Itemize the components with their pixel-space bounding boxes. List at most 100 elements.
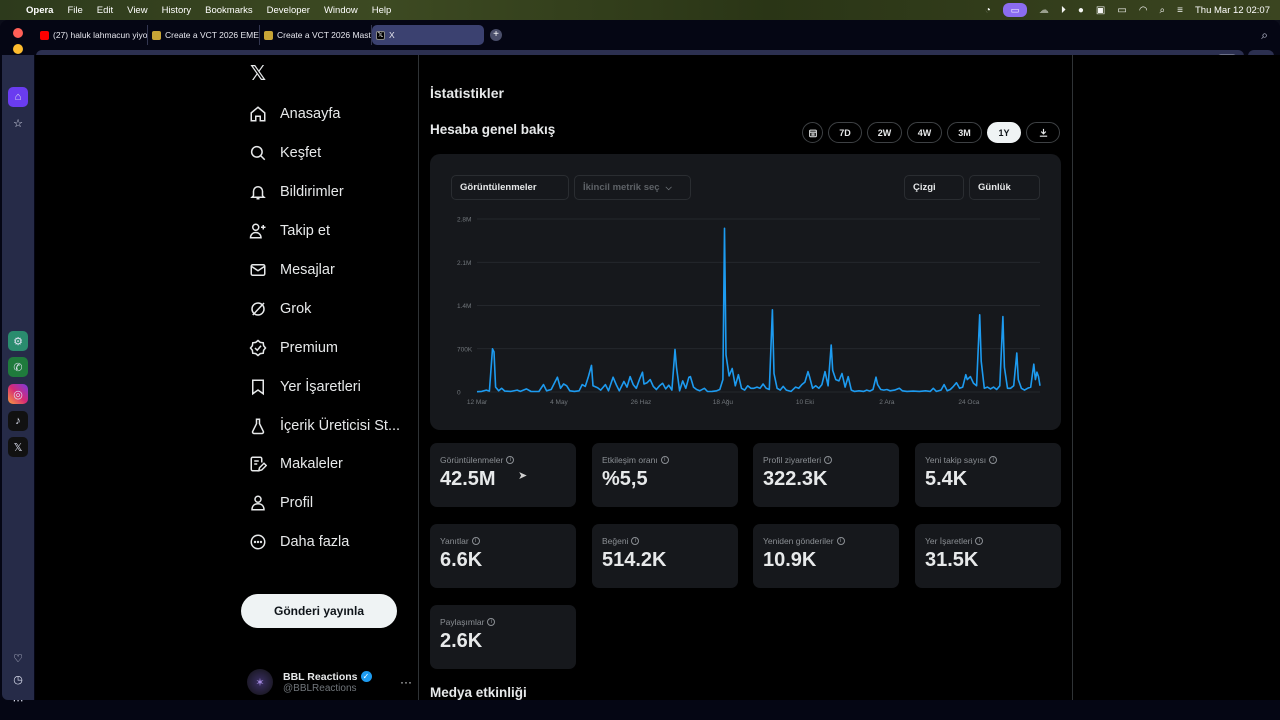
tab-youtube[interactable]: (27) haluk lahmacun yiyo — [36, 25, 148, 45]
info-icon[interactable]: i — [631, 537, 640, 545]
x-page: 𝕏 Anasayfa Keşfet Bildirimler Takip et M… — [35, 55, 1280, 700]
screen-share-icon[interactable]: ▭ — [1002, 3, 1027, 17]
menu-edit[interactable]: Edit — [96, 4, 114, 16]
range-2w[interactable]: 2W — [867, 122, 902, 143]
info-icon[interactable]: i — [975, 537, 984, 545]
nav-label: Premium — [280, 340, 339, 356]
tab-title: Create a VCT 2026 EMEA — [165, 30, 260, 40]
stat-card[interactable]: Yeni takip sayısı i 5.4K — [915, 443, 1061, 507]
display-icon[interactable]: ▣ — [1095, 4, 1106, 16]
stat-card[interactable]: Etkileşim oranı i %5,5 — [592, 443, 738, 507]
nav-home[interactable]: Anasayfa — [249, 101, 340, 127]
history-clock-icon[interactable]: ◷ — [13, 673, 23, 686]
x-logo-icon[interactable]: 𝕏 — [250, 63, 267, 85]
tab-tiermaker-masters[interactable]: Create a VCT 2026 Mast — [260, 25, 372, 45]
range-1y[interactable]: 1Y — [987, 122, 1021, 143]
account-switcher[interactable]: ✶ BBL Reactions ✓ @BBLReactions ··· — [247, 667, 412, 697]
home-icon[interactable]: ⌂ — [8, 87, 28, 107]
download-icon[interactable] — [1026, 122, 1060, 143]
favorites-heart-icon[interactable]: ♡ — [13, 652, 23, 665]
menu-file[interactable]: File — [67, 4, 83, 16]
tab-title: (27) haluk lahmacun yiyo — [53, 30, 148, 40]
range-3m[interactable]: 3M — [947, 122, 982, 143]
info-icon[interactable]: i — [989, 456, 998, 464]
secondary-metric-select[interactable]: İkincil metrik seç ⌵ — [574, 175, 691, 200]
clock[interactable]: Thu Mar 12 02:07 — [1195, 4, 1270, 16]
range-7d[interactable]: 7D — [828, 122, 862, 143]
stat-card[interactable]: Yanıtlar i 6.6K — [430, 524, 576, 588]
tiktok-icon[interactable]: ♪ — [8, 411, 28, 431]
minimize-window-button[interactable] — [13, 44, 23, 54]
primary-metric-select[interactable]: Görüntülenmeler — [451, 175, 569, 200]
play-icon[interactable]: ⏵ — [1060, 4, 1066, 16]
menu-view[interactable]: View — [127, 4, 148, 16]
vpn-status-icon[interactable]: ◔ — [984, 4, 991, 16]
x-sidebar-icon[interactable]: 𝕏 — [8, 437, 28, 457]
chart-card: Görüntülenmeler İkincil metrik seç ⌵ Çizg… — [430, 154, 1061, 430]
menu-help[interactable]: Help — [371, 4, 392, 16]
series-line-views[interactable] — [476, 227, 1041, 393]
tab-x-active[interactable]: 𝕏 X — [372, 25, 484, 45]
menu-window[interactable]: Window — [323, 4, 358, 16]
nav-premium[interactable]: Premium — [249, 335, 338, 361]
nav-explore[interactable]: Keşfet — [249, 140, 321, 166]
mouse-cursor-icon: ➤ — [518, 470, 528, 482]
new-tab-button[interactable]: + — [490, 29, 502, 41]
star-icon[interactable]: ☆ — [13, 117, 23, 130]
x-tick-label: 10 Eki — [796, 399, 814, 406]
info-icon[interactable]: i — [660, 456, 669, 464]
info-icon[interactable]: i — [506, 456, 515, 464]
user-icon[interactable]: ● — [1077, 4, 1084, 16]
granularity-select[interactable]: Günlük — [969, 175, 1040, 200]
whatsapp-icon[interactable]: ✆ — [8, 357, 28, 377]
battery-icon[interactable]: ▭ — [1117, 4, 1127, 16]
stat-label: Beğeni i — [602, 536, 640, 546]
tab-search-icon[interactable]: ⌕ — [1261, 28, 1268, 42]
range-4w[interactable]: 4W — [907, 122, 942, 143]
info-icon[interactable]: i — [836, 537, 845, 545]
post-button[interactable]: Gönderi yayınla — [241, 594, 397, 628]
info-icon[interactable]: i — [824, 456, 833, 464]
nav-articles[interactable]: Makaleler — [249, 451, 343, 477]
tab-tiermaker-emea[interactable]: Create a VCT 2026 EMEA — [148, 25, 260, 45]
calendar-icon[interactable] — [802, 122, 823, 143]
stat-label: Yanıtlar i — [440, 536, 480, 546]
nav-label: Keşfet — [280, 145, 322, 161]
instagram-icon[interactable]: ◎ — [8, 384, 28, 404]
nav-bookmarks[interactable]: Yer İşaretleri — [249, 374, 361, 400]
bookmark-icon — [249, 378, 267, 396]
more-dots-icon[interactable]: ⋯ — [12, 694, 24, 707]
spotlight-search-icon[interactable]: ⌕ — [1159, 4, 1166, 16]
stat-card[interactable]: Yeniden gönderiler i 10.9K — [753, 524, 899, 588]
more-options-icon[interactable]: ··· — [400, 675, 412, 689]
info-icon[interactable]: i — [471, 537, 480, 545]
menu-history[interactable]: History — [161, 4, 192, 16]
control-center-icon[interactable]: ≡ — [1177, 4, 1183, 16]
nav-profile[interactable]: Profil — [249, 490, 313, 516]
views-line-chart[interactable]: 0 700K 1.4M 2.1M 2.8M 12 Mar 4 May 26 Haz 18 Ağu… — [430, 209, 1061, 419]
close-window-button[interactable] — [13, 28, 23, 38]
nav-creator-studio[interactable]: İçerik Üreticisi St... — [249, 413, 400, 439]
grok-icon — [249, 300, 267, 318]
cloud-icon[interactable]: ☁ — [1038, 4, 1049, 16]
stat-card[interactable]: Paylaşımlar i 2.6K — [430, 605, 576, 669]
nav-notifications[interactable]: Bildirimler — [249, 179, 344, 205]
stat-card[interactable]: Beğeni i 514.2K — [592, 524, 738, 588]
menu-bookmarks[interactable]: Bookmarks — [205, 4, 253, 16]
stat-card[interactable]: Profil ziyaretleri i 322.3K — [753, 443, 899, 507]
wifi-icon[interactable]: ◠ — [1138, 4, 1148, 16]
nav-grok[interactable]: Grok — [249, 296, 311, 322]
chart-type-select[interactable]: Çizgi — [904, 175, 964, 200]
nav-more[interactable]: Daha fazla — [249, 529, 349, 555]
info-icon[interactable]: i — [487, 618, 496, 626]
stat-card[interactable]: Görüntülenmeler i 42.5M ➤ — [430, 443, 576, 507]
menu-app-name[interactable]: Opera — [26, 4, 54, 16]
menu-developer[interactable]: Developer — [266, 4, 310, 16]
chatgpt-icon[interactable]: ⚙ — [8, 331, 28, 351]
stat-card[interactable]: Yer İşaretleri i 31.5K — [915, 524, 1061, 588]
nav-messages[interactable]: Mesajlar — [249, 257, 335, 283]
tiermaker-icon — [152, 30, 161, 40]
nav-follow[interactable]: Takip et — [249, 218, 330, 244]
media-activity-title: Medya etkinliği — [430, 685, 527, 700]
y-tick-label: 2.8M — [457, 217, 471, 224]
